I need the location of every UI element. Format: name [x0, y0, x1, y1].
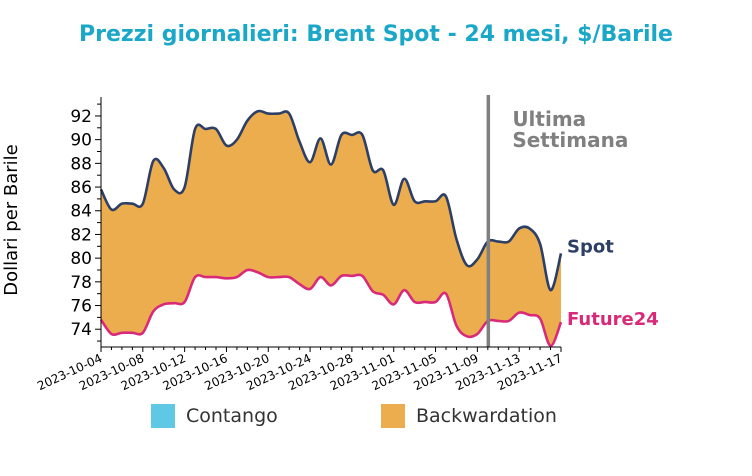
legend: Contango Backwardation: [0, 404, 752, 436]
legend-label-backwardation: Backwardation: [416, 405, 557, 427]
chart-title: Prezzi giornalieri: Brent Spot - 24 mesi…: [79, 22, 673, 47]
last-week-label-1: Ultima: [512, 107, 586, 131]
y-tick-label-80: 80: [70, 249, 92, 269]
spot-line: [99, 109, 563, 292]
legend-item-backwardation: Backwardation: [381, 404, 557, 428]
legend-label-contango: Contango: [186, 405, 278, 427]
backwardation-area: [101, 110, 561, 346]
y-tick-label-74: 74: [70, 320, 92, 340]
future24-series-label: Future24: [567, 309, 659, 330]
y-tick-label-90: 90: [70, 131, 92, 151]
contango-swatch: [151, 404, 175, 428]
y-tick-label-84: 84: [70, 202, 92, 222]
y-axis-label: Dollari per Barile: [1, 144, 22, 296]
y-tick-label-82: 82: [70, 225, 92, 245]
legend-item-contango: Contango: [151, 404, 278, 428]
y-tick-label-78: 78: [70, 273, 92, 293]
backwardation-swatch: [381, 404, 405, 428]
spot-series-label: Spot: [567, 236, 614, 257]
y-tick-label-86: 86: [70, 178, 92, 198]
y-tick-label-76: 76: [70, 297, 92, 317]
y-tick-label-92: 92: [70, 107, 92, 127]
future24-line: [99, 268, 563, 348]
y-tick-label-88: 88: [70, 154, 92, 174]
last-week-label-2: Settimana: [512, 128, 628, 152]
